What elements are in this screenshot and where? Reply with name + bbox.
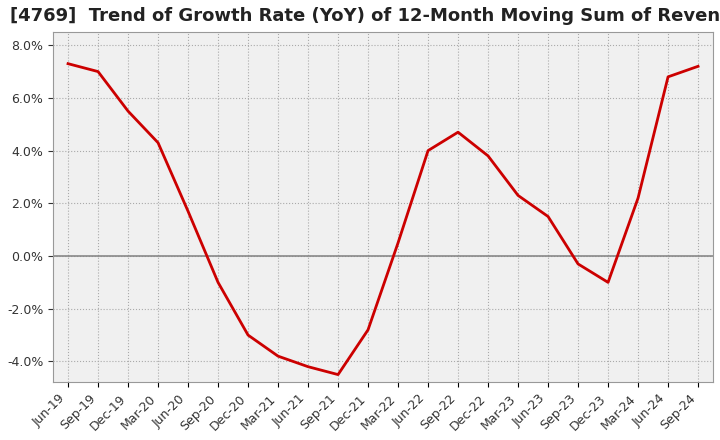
Title: [4769]  Trend of Growth Rate (YoY) of 12-Month Moving Sum of Revenues: [4769] Trend of Growth Rate (YoY) of 12-…	[10, 7, 720, 25]
